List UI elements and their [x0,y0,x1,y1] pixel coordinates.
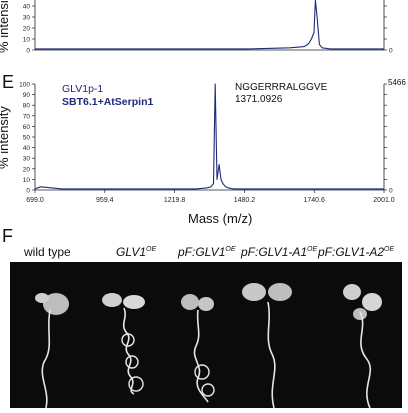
label-pf-glv1-a1-oe-sup: OE [307,246,318,253]
seedling-glv1-oe [102,293,145,395]
y-tick-label: 10 [23,177,31,184]
y-tick-label: 0 [26,48,30,55]
y-tick-label: 70 [23,113,31,120]
y-tick-label: 60 [23,124,31,131]
label-pf-glv1-oe-text: pF:GLV1 [178,245,226,259]
y-tick-label: 0 [26,188,30,195]
x-tick-label: 1740.6 [303,197,325,204]
seedling-pf-glv1-a2-oe [343,284,382,409]
y-tick-label: 100 [19,82,30,89]
label-pf-glv1-a2-oe-sup: OE [384,246,395,253]
panel-letter-f: F [2,226,13,246]
legend-line-1: GLV1p-1 [62,83,104,95]
y-tick-label: 90 [23,92,31,99]
y-tick-label: 50 [23,135,31,142]
right-axis-zero: 0 [389,188,393,195]
label-glv1-oe-sup: OE [146,246,157,253]
x-axis-title: Mass (m/z) [188,211,253,226]
label-pf-glv1-a2-oe: pF:GLV1-A2OE [318,245,394,259]
x-tick-label: 2001.0 [373,197,395,204]
seedling-pf-glv1-oe [181,294,215,403]
panel-letter-e: E [2,72,15,92]
label-pf-glv1-oe-sup: OE [225,246,236,253]
right-axis-zero: 0 [389,48,393,55]
label-pf-glv1-a1-oe-text: pF:GLV1-A1 [241,245,308,259]
seedling-pf-glv1-a1-oe [242,283,292,409]
y-tick-label: 30 [23,156,31,163]
mass-spectra-charts: 0 10 20 30 40 0 0 10 20 30 40 50 60 70 80 90 100 0 699.0 9… [19,0,395,205]
x-tick-label: 1219.8 [164,197,186,204]
peak-annotation-mz: 1371.0926 [235,94,283,105]
y-tick-label: 40 [23,4,31,11]
seedling-wild-type [35,293,69,409]
y-tick-label: 20 [23,26,31,33]
x-tick-label: 1480.2 [234,197,256,204]
x-tick-label: 959.4 [96,197,114,204]
e-spectrum-chart: 0 10 20 30 40 50 60 70 80 90 100 0 699.0 959.4 1219.8 1… [19,82,395,205]
legend-line-2: SBT6.1+AtSerpin1 [62,96,154,108]
label-wild-type: wild type [24,245,71,259]
spectrum-series-line [34,83,384,190]
label-wild-type-text: wild type [24,245,71,259]
y-tick-label: 40 [23,145,31,152]
seedlings-drawing [35,283,382,409]
label-pf-glv1-a2-oe-text: pF:GLV1-A2 [318,245,385,259]
y-tick-label: 30 [23,15,31,22]
y-tick-label: 10 [23,37,31,44]
y-tick-label: 80 [23,103,31,110]
seedlings-photo [10,262,402,409]
right-axis-max: 5466 [388,78,406,87]
spectrum-series-line [35,0,384,50]
y-tick-label: 20 [23,166,31,173]
x-tick-label: 699.0 [26,197,44,204]
label-glv1-oe-text: GLV1 [116,245,147,259]
label-glv1-oe: GLV1OE [116,245,156,259]
label-pf-glv1-oe: pF:GLV1OE [178,245,236,259]
peak-annotation-label: NGGERRRALGGVE [235,82,328,93]
top-spectrum-chart: 0 10 20 30 40 0 [23,0,393,55]
label-pf-glv1-a1-oe: pF:GLV1-A1OE [241,245,317,259]
